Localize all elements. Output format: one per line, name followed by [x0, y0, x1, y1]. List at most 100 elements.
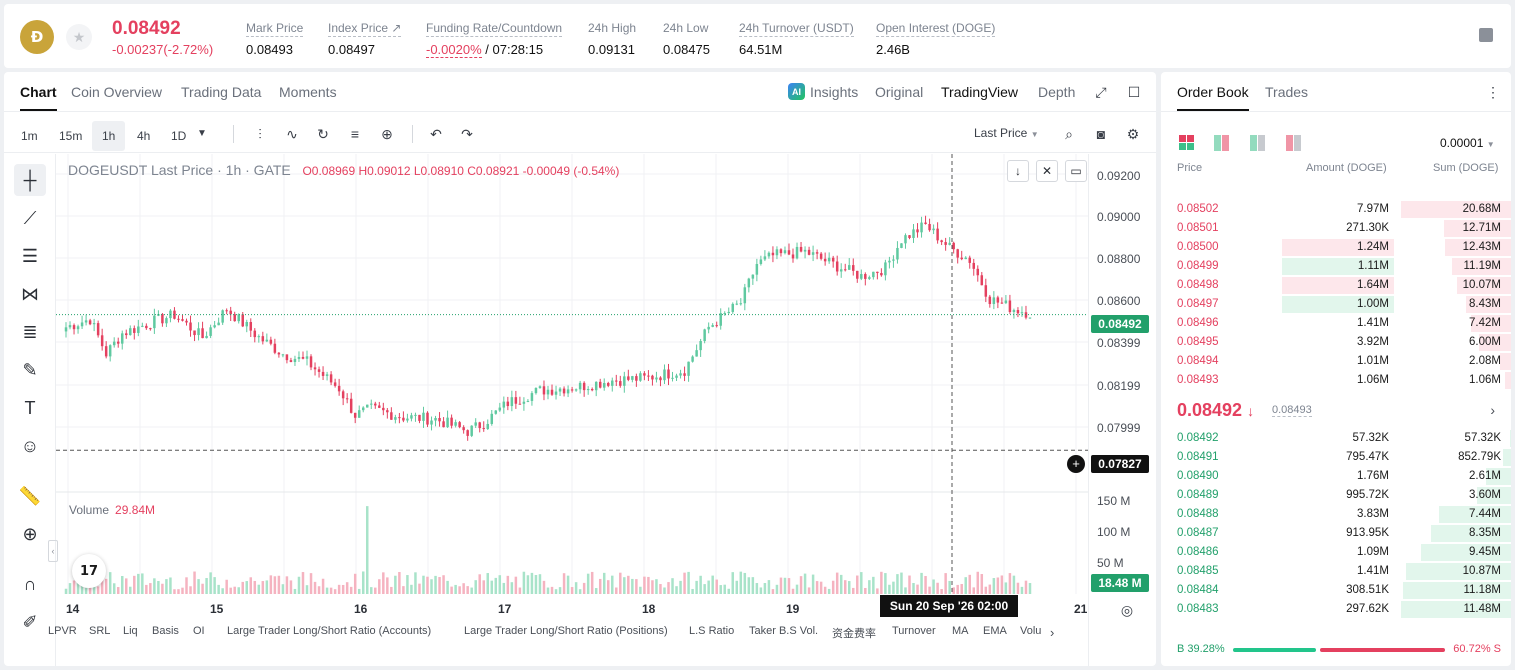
search-icon[interactable]: ⌕ [1065, 126, 1073, 142]
pattern-icon[interactable]: ⋈ [21, 283, 39, 304]
view-asks-icon[interactable] [1286, 135, 1302, 151]
stat-label[interactable]: Funding Rate/Countdown [426, 21, 563, 37]
stat-label[interactable]: Mark Price [246, 21, 304, 37]
bid-row[interactable]: 0.08489 995.72K 3.60M [1161, 486, 1511, 505]
tab-insights[interactable]: Insights [810, 84, 859, 100]
indicator-turnover[interactable]: Turnover [892, 625, 936, 637]
ask-row[interactable]: 0.08502 7.97M 20.68M [1161, 200, 1511, 219]
stat-label[interactable]: Open Interest (DOGE) [876, 21, 996, 37]
timeframe-1d[interactable]: 1D [171, 129, 187, 143]
more-icon[interactable]: ⋮ [1486, 84, 1500, 100]
indicator-srl[interactable]: SRL [89, 625, 111, 637]
indicator-basis[interactable]: Basis [152, 625, 179, 637]
ask-row[interactable]: 0.08499 1.11M 11.19M [1161, 257, 1511, 276]
tab-original[interactable]: Original [875, 84, 924, 100]
indicator-volume[interactable]: Volu [1020, 625, 1042, 637]
stat-label[interactable]: Index Price ↗ [328, 21, 402, 37]
indicator-ema[interactable]: EMA [983, 625, 1007, 637]
ask-row[interactable]: 0.08494 1.01M 2.08M [1161, 352, 1511, 371]
timeframe-4h[interactable]: 4h [137, 129, 151, 143]
chevron-right-icon[interactable]: › [1490, 402, 1495, 418]
indicators-icon[interactable]: ∿ [286, 126, 298, 142]
ruler-icon[interactable]: 📏 [18, 485, 42, 506]
tab-order-book[interactable]: Order Book [1177, 84, 1249, 111]
bid-row[interactable]: 0.08490 1.76M 2.61M [1161, 467, 1511, 486]
bid-row[interactable]: 0.08492 57.32K 57.32K [1161, 429, 1511, 448]
add-alert-icon[interactable]: ⊕ [381, 126, 393, 142]
undo-icon[interactable]: ↶ [430, 126, 442, 142]
indicator-liq[interactable]: Liq [123, 625, 138, 637]
bid-row[interactable]: 0.08485 1.41M 10.87M [1161, 562, 1511, 581]
collapse-toolbar-icon[interactable]: ‹ [48, 540, 58, 562]
favorite-star-icon[interactable]: ★ [66, 24, 92, 50]
bid-row[interactable]: 0.08486 1.09M 9.45M [1161, 543, 1511, 562]
mid-price[interactable]: 0.08492 ↓ [1177, 400, 1254, 421]
price-axis[interactable]: 0.09200 0.09000 0.08800 0.08600 0.08399 … [1088, 154, 1156, 666]
chart-canvas[interactable] [56, 154, 1088, 594]
replay-icon[interactable]: ↻ [317, 126, 329, 142]
indicator-ls-positions[interactable]: Large Trader Long/Short Ratio (Positions… [464, 625, 668, 637]
settings-circle-icon[interactable]: ◎ [1120, 602, 1134, 618]
bid-row[interactable]: 0.08483 297.62K 11.48M [1161, 600, 1511, 619]
precision-select[interactable]: 0.00001 ▼ [1440, 136, 1495, 150]
indicator-taker-vol[interactable]: Taker B.S Vol. [749, 625, 819, 637]
gear-icon[interactable]: ⚙ [1126, 126, 1140, 142]
book-icon[interactable] [1479, 28, 1493, 42]
ask-row[interactable]: 0.08495 3.92M 6.00M [1161, 333, 1511, 352]
collapse-icon[interactable]: ✕ [1036, 160, 1058, 182]
tab-moments[interactable]: Moments [279, 84, 337, 100]
indicator-oi[interactable]: OI [193, 625, 205, 637]
magnet-icon[interactable]: ∩ [23, 573, 37, 594]
fib-icon[interactable]: ≣ [22, 321, 38, 342]
tab-trades[interactable]: Trades [1265, 84, 1309, 100]
indicator-funding-rate[interactable]: 资金费率 [832, 628, 876, 640]
tab-depth[interactable]: Depth [1038, 84, 1076, 100]
view-both-icon[interactable] [1179, 135, 1195, 151]
pencil-lock-icon[interactable]: ✐ [22, 611, 38, 632]
templates-icon[interactable]: ≡ [350, 126, 360, 142]
view-split-icon[interactable] [1214, 135, 1230, 151]
view-bids-icon[interactable] [1250, 135, 1266, 151]
horizontal-lines-icon[interactable]: ☰ [21, 245, 39, 266]
candle-type-icon[interactable]: ⫶ [258, 126, 262, 142]
bid-row[interactable]: 0.08488 3.83M 7.44M [1161, 505, 1511, 524]
candlestick-chart[interactable]: DOGEUSDT Last Price · 1h · GATE O0.08969… [56, 154, 1088, 594]
price-type-select[interactable]: Last Price ▼ [974, 126, 1039, 140]
ask-row[interactable]: 0.08501 271.30K 12.71M [1161, 219, 1511, 238]
camera-icon[interactable]: ◙ [1096, 126, 1106, 142]
expand-icon[interactable]: ⤢ [1095, 84, 1107, 100]
bid-row[interactable]: 0.08484 308.51K 11.18M [1161, 581, 1511, 600]
brush-icon[interactable]: ✎ [22, 359, 38, 380]
timeframe-1h[interactable]: 1h [92, 121, 126, 151]
tab-coin-overview[interactable]: Coin Overview [71, 84, 163, 100]
indicator-ls-accounts[interactable]: Large Trader Long/Short Ratio (Accounts) [227, 625, 432, 637]
ask-row[interactable]: 0.08498 1.64M 10.07M [1161, 276, 1511, 295]
tab-chart[interactable]: Chart [20, 84, 57, 111]
trend-line-icon[interactable]: ⟋ [23, 207, 37, 228]
funding-rate-value[interactable]: -0.0020% [426, 42, 482, 58]
bid-row[interactable]: 0.08487 913.95K 8.35M [1161, 524, 1511, 543]
emoji-icon[interactable]: ☺ [20, 435, 40, 456]
tab-tradingview[interactable]: TradingView [941, 84, 1019, 100]
timeframe-15m[interactable]: 15m [59, 129, 83, 143]
add-order-icon[interactable]: + [1067, 455, 1085, 473]
window-icon[interactable]: ☐ [1127, 84, 1141, 100]
crosshair-icon[interactable]: ┼ [14, 164, 46, 196]
indicator-ma[interactable]: MA [952, 625, 969, 637]
indicator-ls-ratio[interactable]: L.S Ratio [689, 625, 735, 637]
stat-label[interactable]: 24h Turnover (USDT) [739, 21, 854, 37]
chevron-right-icon[interactable]: › [1050, 625, 1055, 640]
tab-trading-data[interactable]: Trading Data [181, 84, 262, 100]
zoom-in-icon[interactable]: ⊕ [22, 523, 38, 544]
ask-row[interactable]: 0.08493 1.06M 1.06M [1161, 371, 1511, 390]
chevron-down-icon[interactable]: ▼ [197, 128, 207, 139]
ask-row[interactable]: 0.08500 1.24M 12.43M [1161, 238, 1511, 257]
arrow-down-icon[interactable]: ↓ [1007, 160, 1029, 182]
text-icon[interactable]: T [24, 397, 36, 418]
fullscreen-icon[interactable]: ▭ [1065, 160, 1087, 182]
ask-row[interactable]: 0.08497 1.00M 8.43M [1161, 295, 1511, 314]
ask-row[interactable]: 0.08496 1.41M 7.42M [1161, 314, 1511, 333]
timeframe-1m[interactable]: 1m [21, 129, 38, 143]
bid-row[interactable]: 0.08491 795.47K 852.79K [1161, 448, 1511, 467]
redo-icon[interactable]: ↷ [461, 126, 473, 142]
